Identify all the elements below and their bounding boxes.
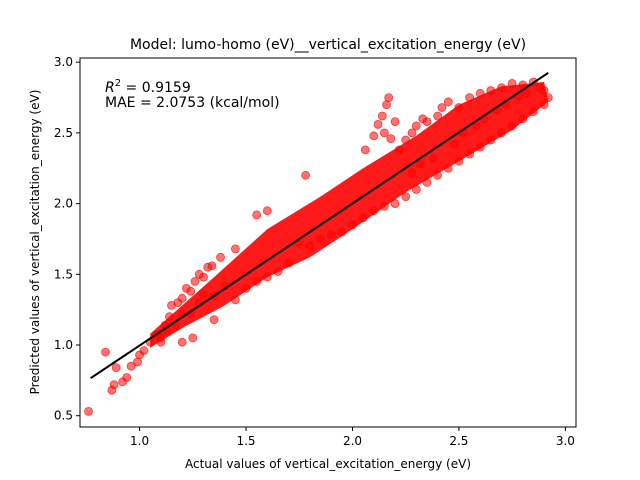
- data-point: [422, 117, 432, 126]
- data-point: [216, 252, 225, 262]
- data-point: [199, 272, 208, 282]
- data-point: [230, 244, 240, 254]
- dense-point-cloud: [150, 82, 549, 348]
- data-point: [262, 206, 272, 216]
- y-tick-label: 0.5: [54, 409, 73, 423]
- x-tick-label: 1.0: [130, 434, 149, 448]
- data-point: [252, 210, 262, 220]
- axes-frame: [79, 57, 577, 428]
- mae-annotation: MAE = 2.0753 (kcal/mol): [105, 95, 280, 111]
- point-band-layer: [150, 82, 549, 348]
- data-point: [84, 406, 93, 416]
- y-tick-label: 2.5: [54, 126, 73, 140]
- data-point: [301, 170, 311, 180]
- data-point: [111, 363, 121, 373]
- x-tick-label: 1.5: [236, 434, 255, 448]
- data-point: [369, 131, 379, 141]
- x-tick-label: 3.0: [556, 434, 575, 448]
- data-point: [177, 337, 187, 347]
- y-tick-label: 1.5: [54, 267, 73, 281]
- r-squared-annotation: R2 = 0.9159: [105, 78, 191, 96]
- data-point: [437, 103, 447, 112]
- y-tick-label: 1.0: [54, 338, 73, 352]
- data-point: [188, 333, 198, 343]
- y-axis-label: Predicted values of vertical_excitation_…: [28, 90, 42, 395]
- fit-line-layer: [90, 71, 549, 380]
- data-point: [207, 261, 217, 271]
- x-tick-label: 2.5: [449, 434, 468, 448]
- data-point: [122, 373, 132, 382]
- data-point: [186, 286, 196, 296]
- data-point: [177, 293, 187, 303]
- data-point: [209, 315, 219, 325]
- data-point: [101, 347, 110, 357]
- data-point: [139, 346, 149, 356]
- x-axis-label: Actual values of vertical_excitation_ene…: [185, 457, 471, 471]
- y-tick-label: 2.0: [54, 197, 73, 211]
- r-squared-superscript: 2: [115, 78, 121, 89]
- x-tick-label: 2.0: [343, 434, 362, 448]
- data-point: [390, 117, 400, 126]
- data-point: [377, 111, 387, 121]
- data-point: [373, 120, 383, 129]
- data-point: [126, 361, 136, 371]
- data-point: [411, 121, 421, 131]
- fit-line: [90, 71, 549, 380]
- data-point: [386, 134, 396, 144]
- y-axis-ticks: 0.5 1.0 1.5 2.0 2.5 3.0: [54, 55, 80, 423]
- chart-title: Model: lumo-homo (eV)__vertical_excitati…: [130, 37, 526, 53]
- r-squared-value: = 0.9159: [121, 80, 191, 96]
- data-point: [443, 97, 453, 107]
- data-point: [360, 145, 370, 155]
- data-point: [109, 380, 119, 390]
- data-point: [433, 111, 443, 121]
- y-tick-label: 3.0: [54, 55, 73, 69]
- data-point: [407, 128, 417, 138]
- data-point: [190, 276, 200, 286]
- x-axis-ticks: 1.0 1.5 2.0 2.5 3.0: [130, 427, 575, 448]
- data-point: [401, 192, 411, 202]
- data-point: [379, 128, 389, 138]
- r-squared-symbol: R: [105, 80, 115, 96]
- data-point: [384, 93, 394, 102]
